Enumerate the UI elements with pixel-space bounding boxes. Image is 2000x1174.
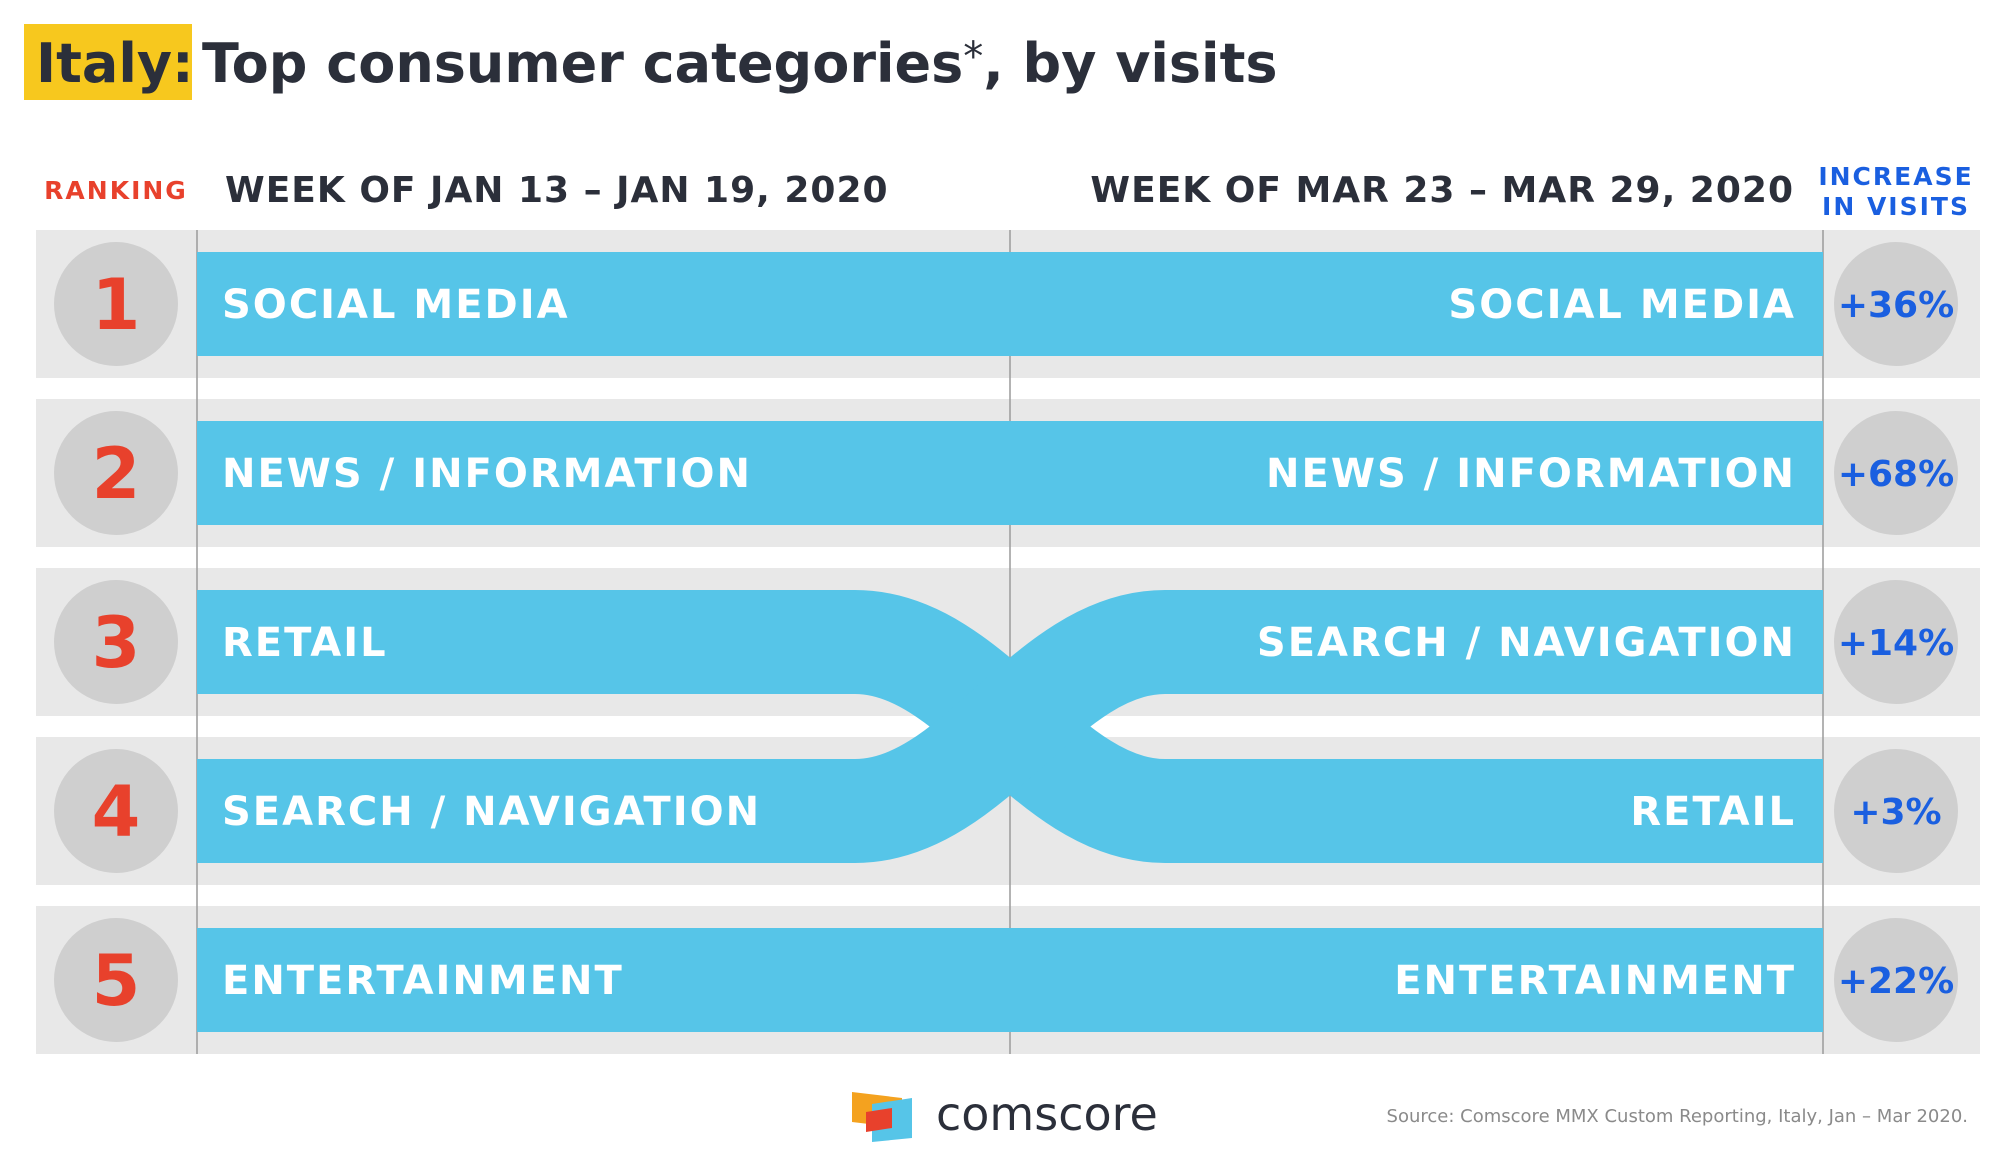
increase-header-line1: INCREASE [1818,162,1973,191]
band-entertainment [197,928,1823,1032]
band-search-navigation [197,590,1823,863]
rank-circle [54,580,178,704]
chart-title: Top consumer categories*, by visits [202,32,1278,95]
rank-circle [54,749,178,873]
rank-number: 1 [92,264,141,346]
increase-value: +14% [1838,623,1954,664]
increase-circle [1834,411,1958,535]
increase-circle [1834,580,1958,704]
jan-category-label: SOCIAL MEDIA [222,282,570,328]
brand-name: comscore [936,1087,1158,1141]
rank-circle [54,918,178,1042]
title-main: Top consumer categories [202,32,963,95]
jan-category-label: SEARCH / NAVIGATION [222,789,761,835]
left-week-header: WEEK OF JAN 13 – JAN 19, 2020 [225,170,889,211]
band-labels: SOCIAL MEDIA NEWS / INFORMATION RETAIL SEAR… [222,282,1796,1004]
increase-value: +3% [1850,792,1941,833]
source-note: Source: Comscore MMX Custom Reporting, I… [1387,1106,1968,1127]
title-suffix: , by visits [983,32,1277,95]
title-asterisk: * [963,34,983,80]
increase-circles: +36% +68% +14% +3% +22% [1834,242,1958,1042]
band-news-information [197,421,1823,525]
title-highlight [24,24,192,100]
increase-circle [1834,242,1958,366]
increase-value: +68% [1838,454,1954,495]
band-social-media [197,252,1823,356]
rank-number: 2 [92,433,141,515]
comscore-logo-icon [852,1092,912,1142]
category-bands [197,252,1823,1032]
mar-category-label: SOCIAL MEDIA [1448,282,1796,328]
rank-number: 4 [92,771,141,853]
rank-number: 5 [92,940,141,1022]
rank-circle [54,242,178,366]
increase-circle [1834,918,1958,1042]
mar-category-label: NEWS / INFORMATION [1266,451,1796,497]
rank-number: 3 [92,602,141,684]
title-country: Italy: [36,32,194,95]
right-week-header: WEEK OF MAR 23 – MAR 29, 2020 [1090,170,1794,211]
mar-category-label: RETAIL [1630,789,1796,835]
increase-value: +22% [1838,961,1954,1002]
mar-category-label: SEARCH / NAVIGATION [1257,620,1796,666]
increase-circle [1834,749,1958,873]
rank-circles: 1 2 3 4 5 [54,242,178,1042]
rank-circle [54,411,178,535]
increase-header-line2: IN VISITS [1822,192,1970,221]
ranking-header: RANKING [44,176,188,205]
jan-category-label: RETAIL [222,620,388,666]
jan-category-label: NEWS / INFORMATION [222,451,752,497]
jan-category-label: ENTERTAINMENT [222,958,624,1004]
increase-value: +36% [1838,285,1954,326]
mar-category-label: ENTERTAINMENT [1394,958,1796,1004]
